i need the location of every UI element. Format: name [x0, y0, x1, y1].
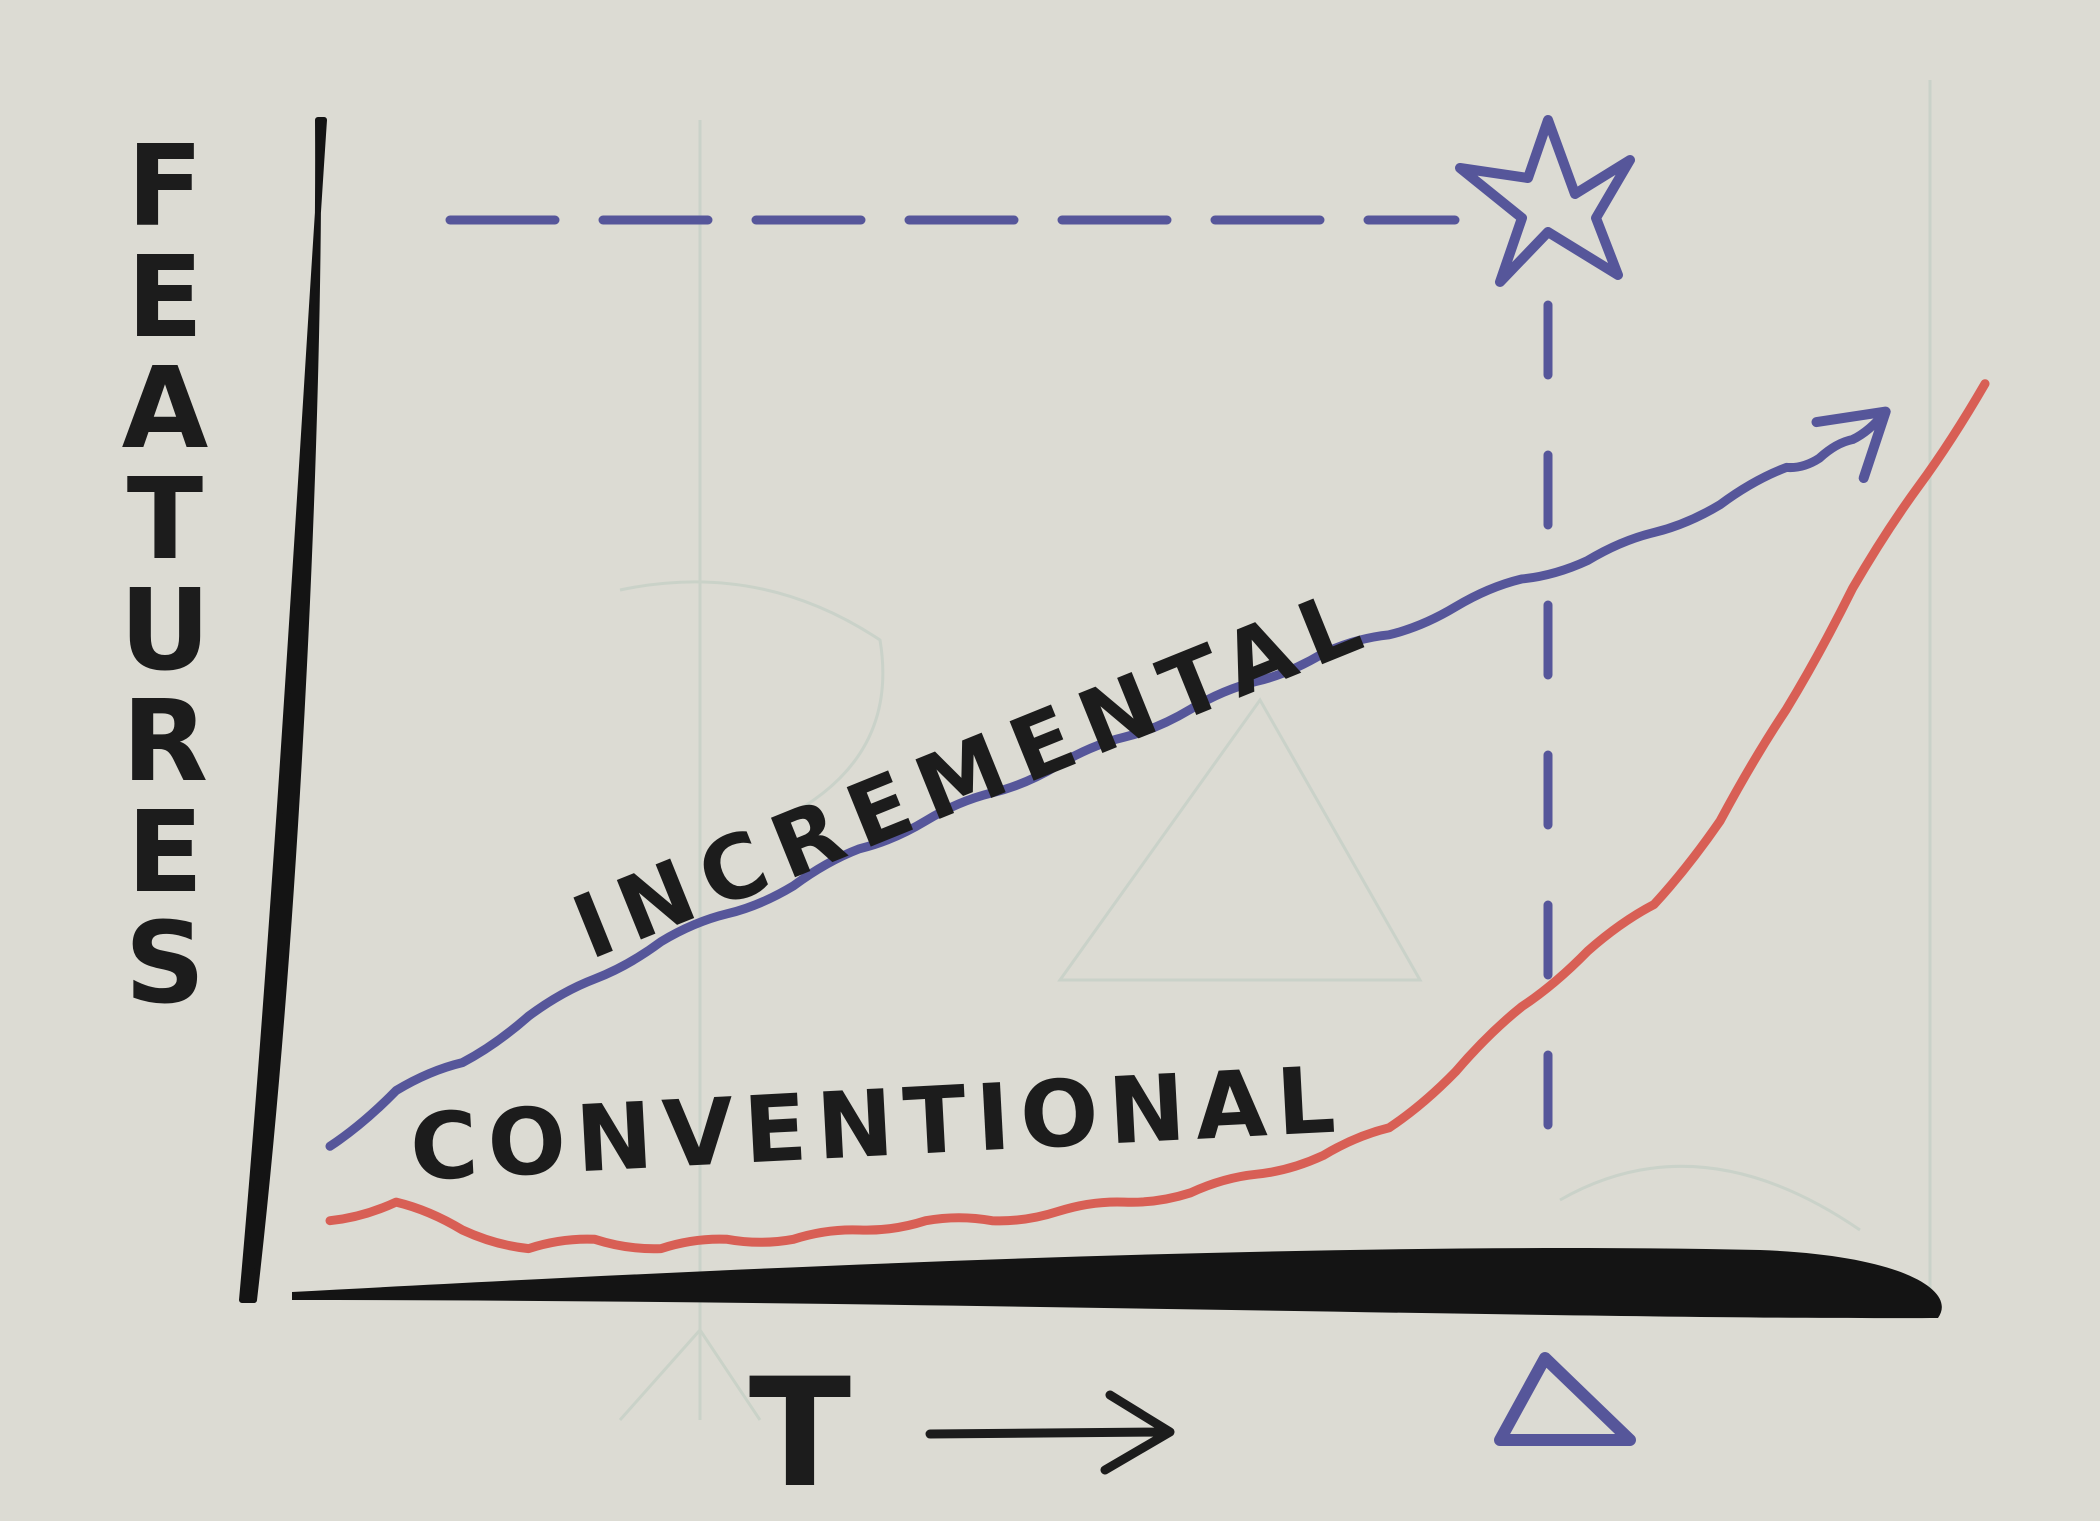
series-label-incremental: INCREMENTAL: [559, 565, 1387, 980]
x-axis-line: [292, 1248, 1942, 1319]
y-axis-label-letter: E: [127, 788, 204, 918]
y-axis-label-letter: F: [127, 122, 204, 252]
y-axis-line: [239, 117, 327, 1303]
x-axis-label-group: T: [749, 1347, 1175, 1521]
background-faint-sketch: [618, 80, 1932, 1421]
y-axis-label-letter: U: [120, 566, 211, 696]
y-axis-label-letter: T: [127, 455, 203, 585]
series-label-conventional: CONVENTIONAL: [408, 1046, 1348, 1202]
incremental-arrow-head-icon: [1811, 406, 1891, 484]
x-axis-arrow-icon: [925, 1390, 1175, 1475]
deadline-triangle-icon: △: [1494, 1352, 1636, 1446]
series-line-conventional: [325, 379, 1990, 1254]
y-axis-label-letter: A: [122, 344, 209, 474]
target-star-icon: ☆: [1455, 115, 1635, 287]
y-axis-label-letter: S: [125, 899, 206, 1029]
x-axis-label: T: [749, 1347, 851, 1521]
series-layer: [325, 379, 1990, 1254]
y-axis-label-letter: R: [122, 677, 208, 807]
series-line-incremental: [325, 407, 1891, 1151]
y-axis-label-letter: E: [127, 233, 204, 363]
